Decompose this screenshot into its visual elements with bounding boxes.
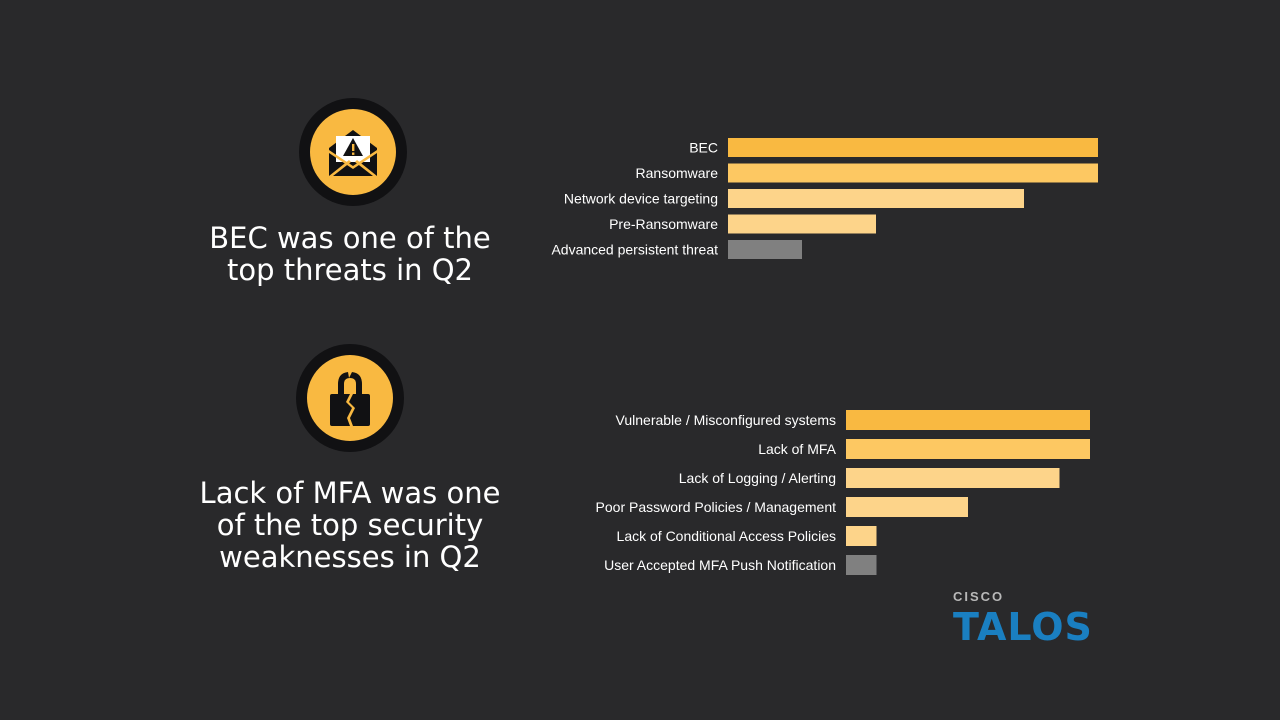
cisco-talos-logo: CISCO TALOS xyxy=(953,589,1103,650)
weakness-headline-line-3: weaknesses in Q2 xyxy=(219,540,481,574)
threats-headline-line-1: BEC was one of the xyxy=(209,221,491,255)
weakness-icon-badge xyxy=(296,344,404,452)
category-label: Vulnerable / Misconfigured systems xyxy=(616,412,836,428)
bar xyxy=(846,468,1060,488)
broken-lock-icon xyxy=(330,372,370,426)
talos-logo-text: TALOS xyxy=(953,605,1093,645)
category-label: Pre-Ransomware xyxy=(609,216,718,232)
category-label: Network device targeting xyxy=(564,191,718,207)
threats-icon-badge xyxy=(299,98,407,206)
category-label: Ransomware xyxy=(636,165,719,181)
category-label: Poor Password Policies / Management xyxy=(596,499,837,515)
weakness-headline-line-1: Lack of MFA was one xyxy=(199,476,501,510)
envelope-warning-icon xyxy=(329,130,377,176)
bar xyxy=(846,526,877,546)
bar xyxy=(846,555,877,575)
category-label: Lack of MFA xyxy=(758,441,836,457)
category-label: User Accepted MFA Push Notification xyxy=(604,557,836,573)
weakness-bar-chart: Vulnerable / Misconfigured systems Lack o… xyxy=(596,410,1090,575)
category-label: Lack of Logging / Alerting xyxy=(679,470,836,486)
category-label: Lack of Conditional Access Policies xyxy=(617,528,836,544)
threats-headline: BEC was one of the top threats in Q2 xyxy=(190,222,510,286)
cisco-logo-text: CISCO xyxy=(953,589,1004,604)
threats-bar-chart: BEC Ransomware Network device targeting Pre… xyxy=(551,138,1098,259)
category-label: BEC xyxy=(689,140,718,156)
weakness-headline-line-2: of the top security xyxy=(216,508,484,542)
bar xyxy=(846,497,968,517)
threats-headline-line-2: top threats in Q2 xyxy=(226,253,474,287)
weakness-headline: Lack of MFA was one of the top security … xyxy=(180,477,520,573)
bar xyxy=(728,138,1098,157)
bar xyxy=(846,410,1090,430)
bar xyxy=(728,214,876,234)
bar xyxy=(728,189,1024,208)
bar xyxy=(846,439,1090,459)
bar xyxy=(728,163,1098,183)
category-label: Advanced persistent threat xyxy=(551,242,718,258)
bar xyxy=(728,240,802,259)
